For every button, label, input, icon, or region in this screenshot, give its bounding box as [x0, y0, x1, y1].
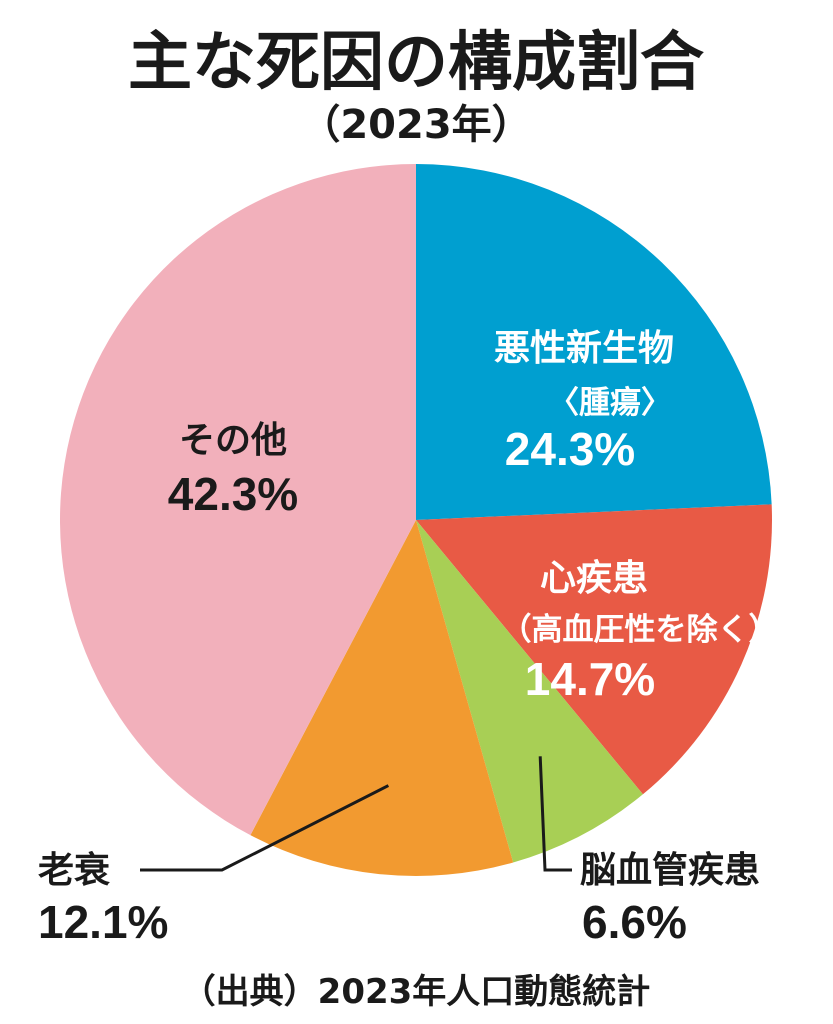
slice-label-malignant-neoplasm: 悪性新生物 — [494, 328, 674, 369]
slice-senility — [250, 520, 514, 876]
chart-title: 主な死因の構成割合 — [128, 26, 704, 100]
chart-subtitle: （2023年） — [300, 102, 531, 148]
slice-malignant-neoplasm — [416, 164, 772, 520]
slice-value-heart-disease: 14.7% — [525, 653, 655, 705]
slice-heart-disease — [416, 504, 772, 795]
slice-other — [59, 163, 417, 836]
leader-line-senility — [140, 784, 390, 872]
slice-cerebrovascular — [416, 520, 643, 863]
slice-sublabel-heart-disease: （高血圧性を除く） — [501, 612, 780, 648]
slice-label-cerebrovascular: 脳血管疾患 — [580, 850, 760, 891]
slice-value-malignant-neoplasm: 24.3% — [505, 423, 635, 475]
slice-label-senility: 老衰 — [38, 850, 110, 891]
slice-value-cerebrovascular: 6.6% — [582, 896, 687, 948]
slice-label-heart-disease: 心疾患 — [540, 558, 648, 599]
slice-sublabel-malignant-neoplasm: 〈腫瘍〉 — [548, 385, 672, 421]
pie-slices — [59, 163, 772, 876]
source-note: （出典）2023年人口動態統計 — [182, 972, 651, 1012]
slice-label-other: その他 — [179, 420, 287, 461]
leader-lines — [140, 756, 572, 872]
slice-value-other: 42.3% — [168, 468, 298, 520]
leader-line-cerebrovascular — [538, 756, 572, 872]
slice-value-senility: 12.1% — [38, 896, 168, 948]
